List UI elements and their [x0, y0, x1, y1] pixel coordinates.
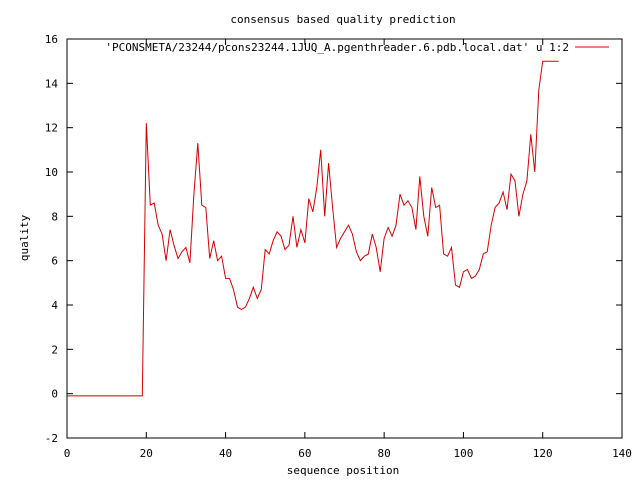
x-tick-label: 140 — [612, 447, 632, 460]
x-axis: 0 20 40 60 80 100 120 140 — [64, 39, 632, 460]
chart-title: consensus based quality prediction — [230, 13, 455, 26]
legend-label: 'PCONSMETA/23244/pcons23244.1JUQ_A.pgent… — [105, 41, 569, 54]
y-axis-label: quality — [18, 214, 31, 261]
x-tick-label: 80 — [378, 447, 391, 460]
y-tick-label: 0 — [51, 388, 58, 401]
x-tick-label: 20 — [140, 447, 153, 460]
y-tick-label: 6 — [51, 255, 58, 268]
plot-frame — [66, 38, 623, 439]
x-tick-label: 60 — [298, 447, 311, 460]
x-axis-label: sequence position — [287, 464, 400, 477]
x-tick-label: 0 — [64, 447, 71, 460]
y-tick-label: 8 — [51, 210, 58, 223]
y-tick-label: 14 — [45, 77, 59, 90]
y-tick-label: 12 — [45, 122, 58, 135]
x-tick-label: 40 — [219, 447, 232, 460]
x-tick-label: 120 — [533, 447, 553, 460]
y-tick-label: 2 — [51, 343, 58, 356]
y-axis: -2 0 2 4 6 8 10 12 14 16 — [45, 33, 622, 445]
y-tick-label: 10 — [45, 166, 58, 179]
legend: 'PCONSMETA/23244/pcons23244.1JUQ_A.pgent… — [105, 41, 609, 54]
y-tick-label: 4 — [51, 299, 58, 312]
series-line — [67, 60, 559, 397]
x-tick-label: 100 — [453, 447, 473, 460]
y-tick-label: 16 — [45, 33, 58, 46]
y-tick-label: -2 — [45, 432, 58, 445]
